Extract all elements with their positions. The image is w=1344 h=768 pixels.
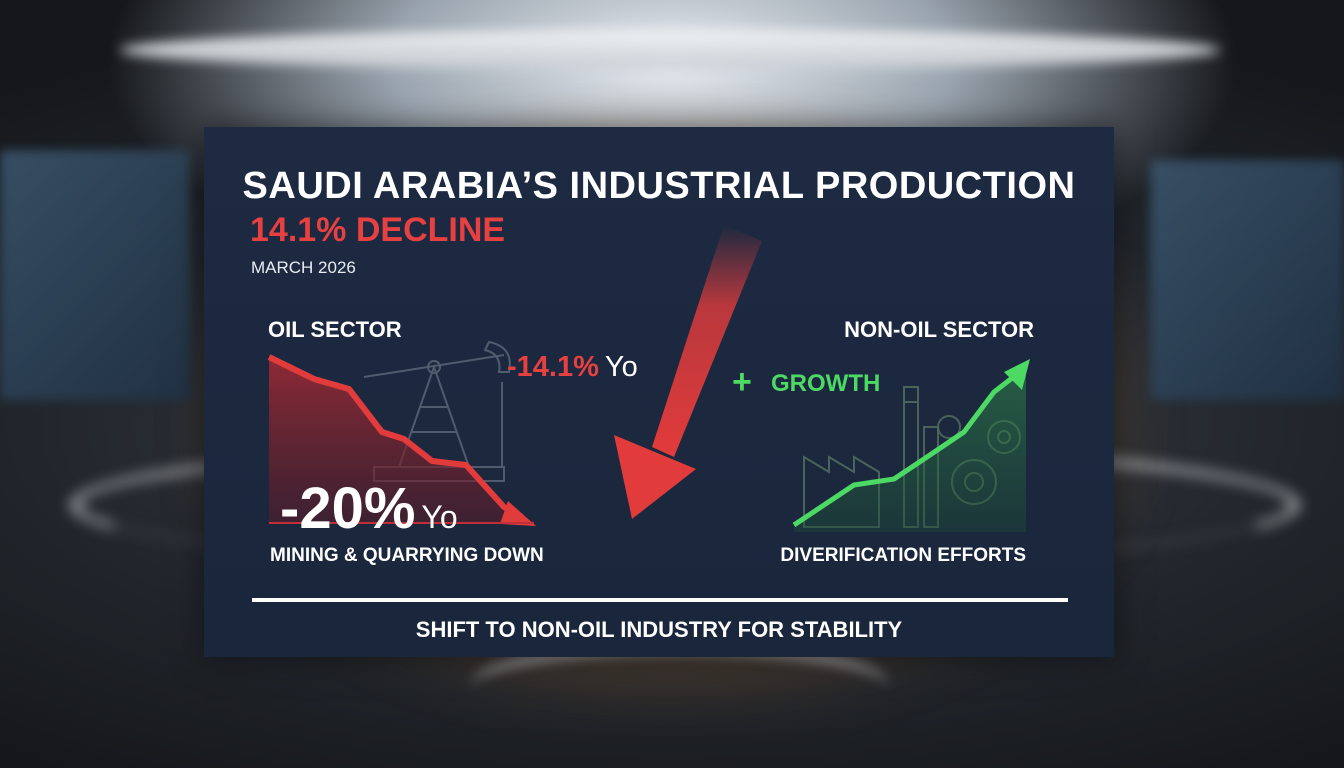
- report-date: MARCH 2026: [251, 258, 356, 277]
- oil-change-unit: Yo: [604, 351, 638, 383]
- non-oil-sector-chart: [792, 359, 1030, 532]
- decline-arrow-icon: [614, 225, 762, 519]
- oil-sector-caption: MINING & QUARRYING DOWN: [270, 545, 544, 566]
- infographic-graphics: [267, 225, 1030, 532]
- infographic-panel: SAUDI ARABIA’S INDUSTRIAL PRODUCTION 14.…: [204, 127, 1114, 657]
- page-title: SAUDI ARABIA’S INDUSTRIAL PRODUCTION: [242, 165, 1076, 207]
- non-oil-sector-label: NON-OIL SECTOR: [844, 317, 1034, 342]
- oil-chart-line: [267, 354, 524, 520]
- plus-icon: +: [732, 363, 752, 401]
- oil-chart-arrowhead: [500, 501, 536, 526]
- headline-decline: 14.1% DECLINE: [250, 211, 506, 249]
- mining-change-readout: -20% Yo: [280, 475, 458, 542]
- oil-sector-label: OIL SECTOR: [268, 317, 402, 342]
- background-monitor-left: [0, 150, 190, 400]
- ceiling-light: [120, 30, 1220, 70]
- oil-change-value: -14.1%: [507, 351, 599, 383]
- non-oil-sector-caption: DIVERIFICATION EFFORTS: [780, 545, 1026, 566]
- footer-divider: [252, 598, 1068, 602]
- mining-change-value: -20%: [280, 476, 416, 541]
- oil-change-readout: -14.1% Yo: [507, 351, 638, 384]
- mining-change-unit: Yo: [421, 499, 458, 535]
- growth-label: GROWTH: [771, 370, 881, 397]
- non-oil-chart-arrowhead: [1004, 359, 1030, 390]
- non-oil-chart-area: [794, 367, 1026, 532]
- oil-sector-chart: [267, 354, 536, 526]
- background-monitor-right: [1150, 160, 1344, 400]
- non-oil-chart-line: [792, 373, 1018, 528]
- footer-tagline: SHIFT TO NON-OIL INDUSTRY FOR STABILITY: [415, 617, 903, 642]
